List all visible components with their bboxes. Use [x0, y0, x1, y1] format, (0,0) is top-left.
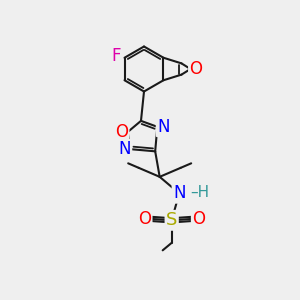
Text: N: N: [173, 184, 185, 202]
Text: O: O: [138, 210, 151, 228]
Text: O: O: [189, 60, 203, 78]
Text: O: O: [115, 123, 128, 141]
Text: F: F: [111, 47, 121, 65]
Text: –H: –H: [190, 185, 210, 200]
Text: O: O: [192, 210, 205, 228]
Text: N: N: [157, 118, 170, 136]
Text: S: S: [166, 211, 177, 229]
Text: N: N: [118, 140, 131, 158]
